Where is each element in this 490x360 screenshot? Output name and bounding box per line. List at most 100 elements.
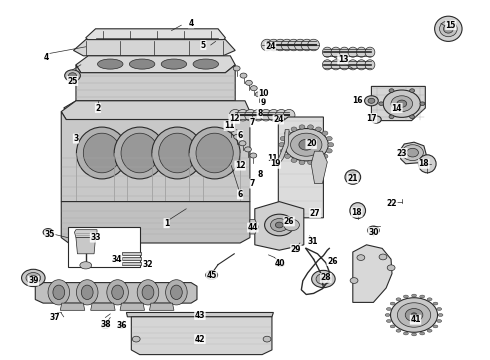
Ellipse shape xyxy=(237,109,249,121)
Ellipse shape xyxy=(76,127,127,179)
Ellipse shape xyxy=(383,90,420,117)
Ellipse shape xyxy=(245,147,251,152)
Ellipse shape xyxy=(348,173,357,181)
FancyBboxPatch shape xyxy=(122,257,141,260)
Text: 8: 8 xyxy=(257,170,262,179)
Ellipse shape xyxy=(412,333,416,336)
Ellipse shape xyxy=(285,131,291,135)
Ellipse shape xyxy=(83,133,121,173)
Ellipse shape xyxy=(281,39,293,51)
Ellipse shape xyxy=(280,136,286,141)
Text: 9: 9 xyxy=(261,98,266,107)
Text: 32: 32 xyxy=(143,260,153,269)
Ellipse shape xyxy=(193,59,219,69)
Text: 16: 16 xyxy=(352,96,363,105)
Polygon shape xyxy=(149,303,174,310)
Ellipse shape xyxy=(387,307,392,310)
Polygon shape xyxy=(126,312,273,317)
Polygon shape xyxy=(255,202,304,250)
Ellipse shape xyxy=(132,336,140,342)
Ellipse shape xyxy=(234,134,241,139)
Ellipse shape xyxy=(206,271,218,279)
Text: 41: 41 xyxy=(410,315,421,324)
Ellipse shape xyxy=(263,336,271,342)
Text: 30: 30 xyxy=(368,228,379,237)
Ellipse shape xyxy=(322,60,332,70)
Ellipse shape xyxy=(292,246,300,252)
FancyBboxPatch shape xyxy=(122,262,141,265)
Ellipse shape xyxy=(22,269,45,287)
Polygon shape xyxy=(86,29,225,47)
Ellipse shape xyxy=(345,170,361,184)
Text: 1: 1 xyxy=(164,219,169,228)
Ellipse shape xyxy=(316,127,321,131)
Ellipse shape xyxy=(98,59,123,69)
Text: 4: 4 xyxy=(189,19,194,28)
Polygon shape xyxy=(61,112,250,202)
Text: 39: 39 xyxy=(28,276,39,285)
Ellipse shape xyxy=(368,226,379,235)
Text: 26: 26 xyxy=(284,217,294,226)
Ellipse shape xyxy=(299,160,305,165)
Ellipse shape xyxy=(245,109,256,121)
Ellipse shape xyxy=(410,115,415,118)
Text: 43: 43 xyxy=(195,310,205,320)
Ellipse shape xyxy=(435,16,462,41)
Polygon shape xyxy=(311,151,327,184)
Ellipse shape xyxy=(391,96,413,112)
Ellipse shape xyxy=(403,332,408,335)
Ellipse shape xyxy=(299,125,305,129)
Ellipse shape xyxy=(224,104,237,109)
Ellipse shape xyxy=(189,103,218,110)
Text: 7: 7 xyxy=(250,179,255,188)
Ellipse shape xyxy=(397,303,431,327)
Ellipse shape xyxy=(81,285,93,300)
Ellipse shape xyxy=(261,39,273,51)
Ellipse shape xyxy=(53,285,65,300)
Ellipse shape xyxy=(331,60,341,70)
Ellipse shape xyxy=(396,298,401,301)
Text: 11: 11 xyxy=(267,154,277,163)
Text: 23: 23 xyxy=(396,149,407,158)
Ellipse shape xyxy=(152,127,203,179)
Ellipse shape xyxy=(326,136,332,141)
Polygon shape xyxy=(371,86,425,121)
Ellipse shape xyxy=(348,60,358,70)
Ellipse shape xyxy=(196,133,233,173)
Text: 21: 21 xyxy=(347,174,358,183)
Ellipse shape xyxy=(407,148,418,157)
Text: 36: 36 xyxy=(116,321,127,330)
Ellipse shape xyxy=(166,280,187,305)
Ellipse shape xyxy=(433,325,438,328)
Ellipse shape xyxy=(129,59,155,69)
Ellipse shape xyxy=(118,323,125,328)
Ellipse shape xyxy=(138,104,151,109)
Ellipse shape xyxy=(379,102,384,105)
Ellipse shape xyxy=(322,131,328,135)
Ellipse shape xyxy=(403,295,408,298)
Polygon shape xyxy=(64,101,245,112)
Text: 45: 45 xyxy=(206,271,217,280)
Text: 20: 20 xyxy=(306,139,317,148)
Text: 10: 10 xyxy=(258,89,269,98)
Polygon shape xyxy=(120,303,145,310)
Ellipse shape xyxy=(433,302,438,305)
Text: 33: 33 xyxy=(90,233,101,242)
Text: 6: 6 xyxy=(238,130,243,139)
Ellipse shape xyxy=(420,102,425,105)
Ellipse shape xyxy=(171,285,182,300)
Ellipse shape xyxy=(418,155,436,173)
Ellipse shape xyxy=(112,285,123,300)
Ellipse shape xyxy=(43,229,53,236)
Ellipse shape xyxy=(379,254,387,260)
Ellipse shape xyxy=(397,100,407,107)
Ellipse shape xyxy=(239,141,246,146)
Text: 8: 8 xyxy=(257,109,262,118)
Text: 25: 25 xyxy=(67,77,78,85)
Text: 11: 11 xyxy=(224,122,235,130)
Ellipse shape xyxy=(350,278,358,283)
Polygon shape xyxy=(60,303,85,310)
Text: 24: 24 xyxy=(273,115,284,124)
Ellipse shape xyxy=(250,153,257,158)
Bar xyxy=(68,227,140,267)
